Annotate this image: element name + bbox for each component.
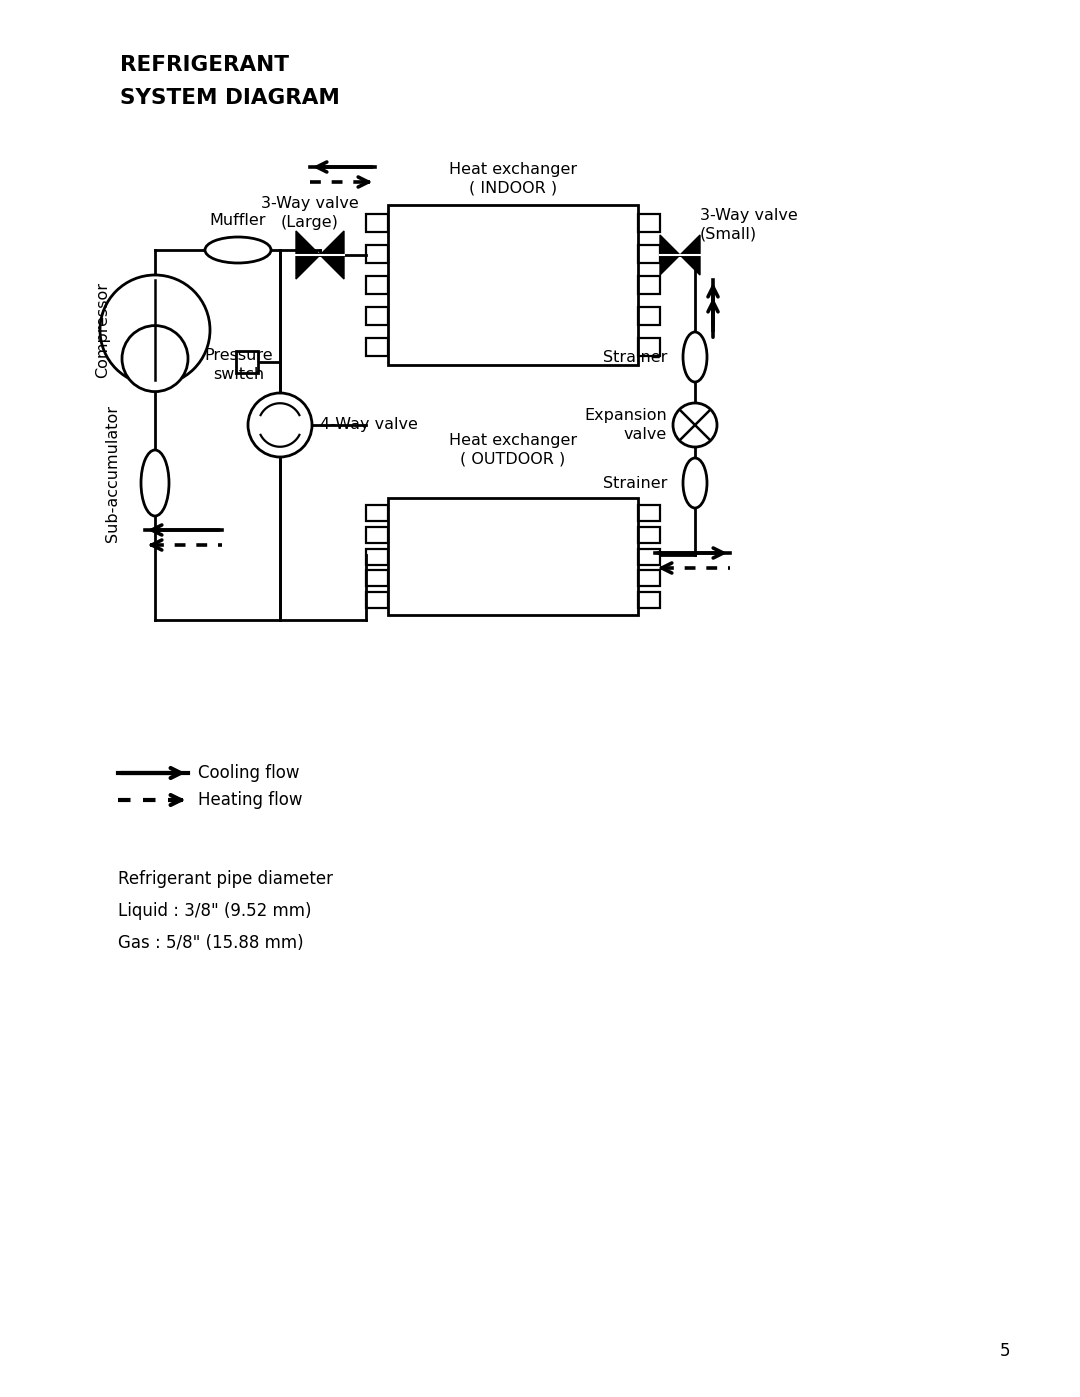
Bar: [638, 214, 660, 232]
Text: Muffler: Muffler: [210, 212, 267, 228]
Bar: [366, 570, 388, 587]
Bar: [638, 549, 660, 564]
Text: 4-Way valve: 4-Way valve: [320, 418, 418, 433]
Text: Compressor: Compressor: [95, 282, 110, 379]
Text: 5: 5: [999, 1343, 1010, 1361]
Text: Liquid : 3/8" (9.52 mm): Liquid : 3/8" (9.52 mm): [118, 902, 311, 921]
Circle shape: [673, 402, 717, 447]
Bar: [638, 277, 660, 293]
Bar: [366, 338, 388, 356]
Text: Expansion
valve: Expansion valve: [584, 408, 667, 441]
Bar: [638, 592, 660, 608]
Text: Heat exchanger
( OUTDOOR ): Heat exchanger ( OUTDOOR ): [449, 433, 577, 467]
Text: 3-Way valve
(Small): 3-Way valve (Small): [700, 208, 798, 242]
Bar: [388, 497, 638, 615]
Text: Strainer: Strainer: [603, 349, 667, 365]
Polygon shape: [660, 235, 680, 275]
Circle shape: [100, 275, 210, 386]
Text: Strainer: Strainer: [603, 475, 667, 490]
Bar: [638, 307, 660, 326]
Bar: [366, 244, 388, 263]
Text: Heating flow: Heating flow: [198, 791, 302, 809]
Bar: [638, 570, 660, 587]
Polygon shape: [296, 231, 320, 279]
Bar: [366, 504, 388, 521]
Ellipse shape: [205, 237, 271, 263]
Text: Pressure
switch: Pressure switch: [205, 348, 273, 381]
Text: Sub-accumulator: Sub-accumulator: [106, 405, 121, 542]
Ellipse shape: [683, 332, 707, 381]
Text: SYSTEM DIAGRAM: SYSTEM DIAGRAM: [120, 88, 340, 108]
Polygon shape: [680, 235, 700, 275]
Polygon shape: [320, 231, 345, 279]
Bar: [366, 527, 388, 543]
Text: Gas : 5/8" (15.88 mm): Gas : 5/8" (15.88 mm): [118, 935, 303, 951]
Circle shape: [122, 326, 188, 391]
Bar: [366, 214, 388, 232]
Bar: [366, 592, 388, 608]
Text: REFRIGERANT: REFRIGERANT: [120, 54, 289, 75]
Text: 3-Way valve
(Large): 3-Way valve (Large): [261, 196, 359, 229]
Bar: [366, 549, 388, 564]
Text: Refrigerant pipe diameter: Refrigerant pipe diameter: [118, 870, 333, 888]
Bar: [388, 205, 638, 365]
Ellipse shape: [683, 458, 707, 509]
Bar: [366, 277, 388, 293]
Ellipse shape: [141, 450, 168, 515]
Bar: [638, 527, 660, 543]
Circle shape: [248, 393, 312, 457]
Bar: [638, 504, 660, 521]
Bar: [638, 244, 660, 263]
Bar: [638, 338, 660, 356]
Text: Heat exchanger
( INDOOR ): Heat exchanger ( INDOOR ): [449, 162, 577, 196]
Bar: [366, 307, 388, 326]
Text: Cooling flow: Cooling flow: [198, 764, 299, 782]
Bar: [237, 351, 258, 373]
